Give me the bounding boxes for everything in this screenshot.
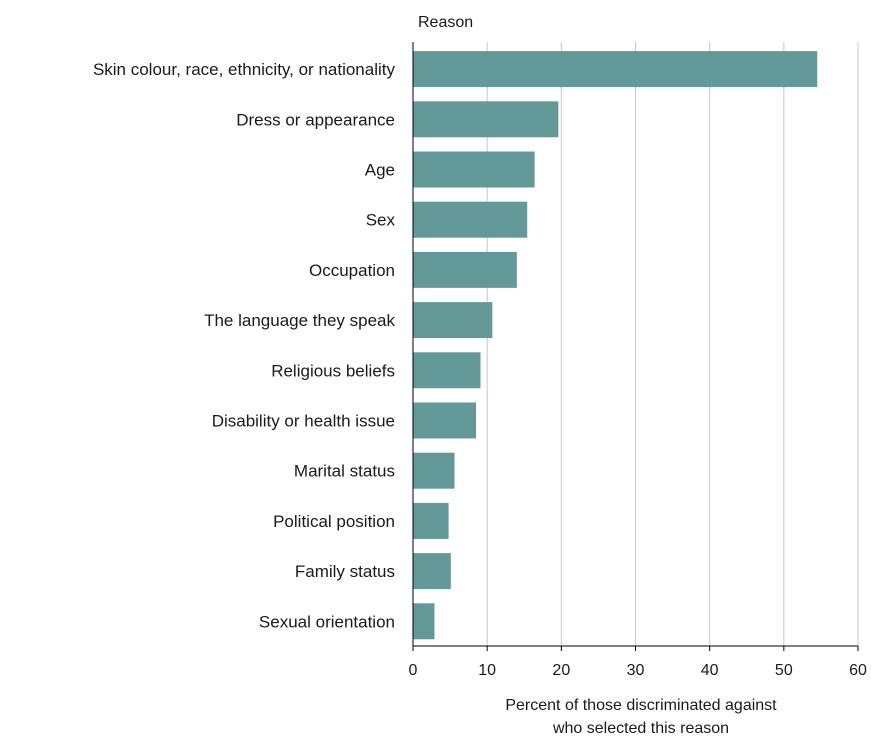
x-tick-label-20: 20: [552, 662, 570, 679]
category-label-7: Religious beliefs: [271, 361, 395, 380]
bar-6: [413, 302, 493, 339]
category-label-10: Political position: [273, 512, 395, 531]
x-tick-labels: 0 10 20 30 40 50 60: [409, 646, 867, 679]
category-label-11: Family status: [295, 562, 395, 581]
category-label-4: Sex: [366, 211, 396, 230]
bar-11: [413, 553, 451, 590]
category-label-3: Age: [365, 161, 395, 180]
category-label-8: Disability or health issue: [212, 412, 395, 431]
x-tick-label-30: 30: [627, 662, 645, 679]
x-tick-label-0: 0: [409, 662, 418, 679]
category-labels: Skin colour, race, ethnicity, or nationa…: [93, 60, 396, 631]
category-label-1: Skin colour, race, ethnicity, or nationa…: [93, 60, 396, 79]
bar-12: [413, 603, 435, 640]
bar-2: [413, 101, 559, 138]
bar-9: [413, 452, 455, 489]
category-label-12: Sexual orientation: [259, 612, 395, 631]
category-label-2: Dress or appearance: [236, 110, 395, 129]
y-axis-title: Reason: [418, 14, 473, 31]
bar-1: [413, 51, 818, 88]
bar-10: [413, 502, 449, 539]
x-tick-label-60: 60: [849, 662, 867, 679]
bar-7: [413, 352, 481, 389]
x-tick-label-10: 10: [478, 662, 496, 679]
bars: [413, 51, 818, 640]
x-tick-label-50: 50: [775, 662, 793, 679]
x-axis-title-line-1: Percent of those discriminated against: [505, 697, 777, 714]
bar-3: [413, 151, 535, 188]
grid-lines: [486, 42, 859, 646]
bar-8: [413, 402, 477, 439]
category-label-5: Occupation: [309, 261, 395, 280]
x-axis-title-line-2: who selected this reason: [552, 720, 729, 737]
bar-5: [413, 251, 517, 288]
x-tick-label-40: 40: [701, 662, 719, 679]
category-label-9: Marital status: [294, 462, 395, 481]
category-label-6: The language they speak: [204, 311, 395, 330]
bar-4: [413, 201, 528, 238]
